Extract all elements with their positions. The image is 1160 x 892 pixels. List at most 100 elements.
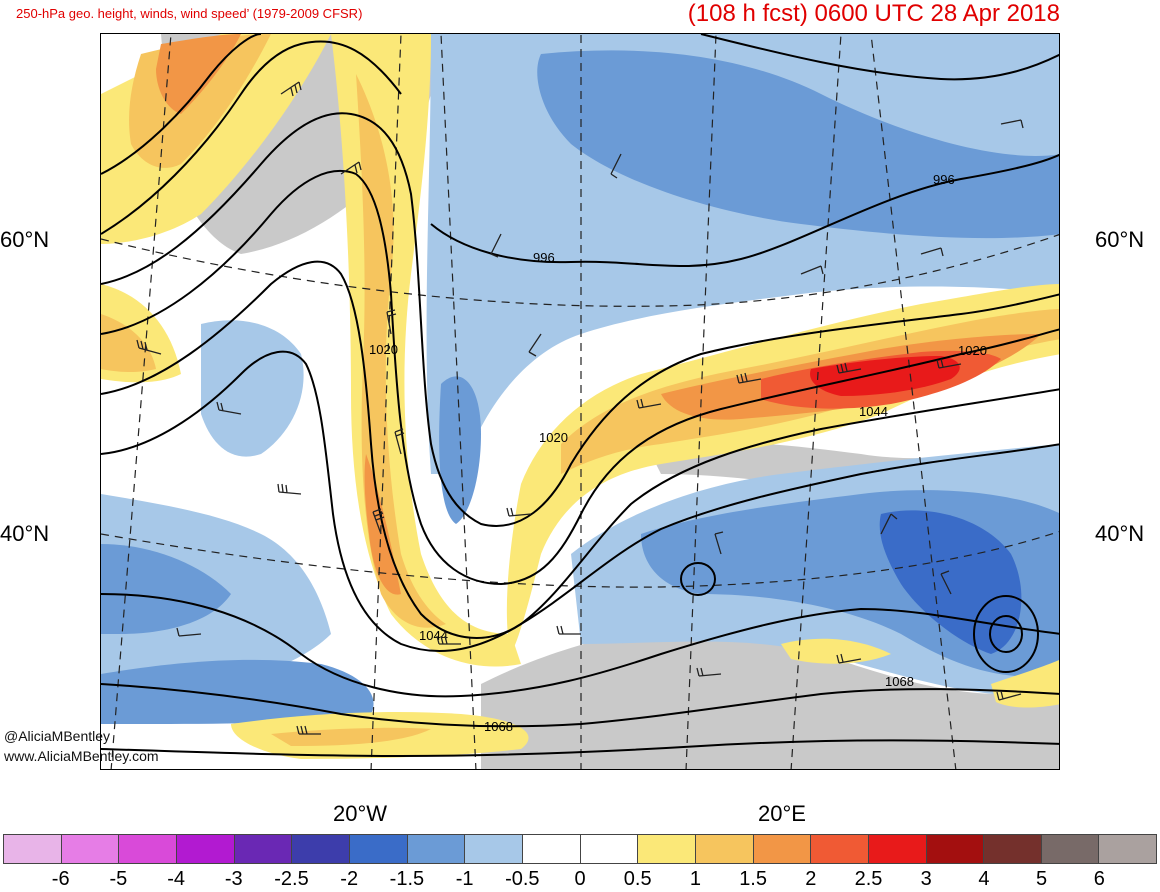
wind-barb (696, 667, 722, 677)
wind-barb (736, 372, 762, 384)
colorbar-box (638, 835, 696, 863)
colorbar-box (1041, 835, 1100, 863)
wind-barb (528, 333, 542, 357)
colorbar-box (926, 835, 985, 863)
colorbar (3, 834, 1157, 864)
wind-barb (556, 625, 581, 635)
graticule-lon-10w (440, 34, 477, 769)
anomaly-south-jet-mid (271, 727, 431, 746)
lat-label-40n-left: 40°N (0, 521, 50, 546)
graticule-lon-10e (685, 34, 717, 769)
anomaly-blue-atlantic-mid (201, 320, 304, 457)
graticule-lon-30e (870, 34, 957, 769)
contour-mid-1 (101, 169, 1059, 586)
colorbar-box (407, 835, 466, 863)
wind-barb (920, 247, 944, 257)
lon-label-20e: 20°E (758, 801, 806, 826)
contour-1068 (101, 593, 1059, 698)
contour-far-south (101, 739, 1059, 758)
wind-barb (800, 265, 824, 275)
colorbar-box (695, 835, 754, 863)
colorbar-box (234, 835, 293, 863)
wind-barb (277, 483, 302, 495)
colorbar-label: 2.5 (854, 868, 883, 890)
anomaly-blue-trough (439, 376, 481, 524)
graticule-lon-20e (790, 34, 842, 769)
contour-greenland-1 (101, 34, 262, 175)
contour-996-north (430, 153, 1059, 268)
lat-label-40n-right: 40°N (1095, 521, 1145, 546)
anomaly-east-jet (991, 659, 1059, 708)
credit-website: www.AliciaMBentley.com (4, 748, 159, 764)
contour-label: 1020 (369, 342, 398, 357)
contour-ridge-1020 (101, 112, 1059, 527)
colorbar-label: 1.5 (739, 868, 767, 890)
contour-labels: 996 996 1020 1020 1020 1044 1044 1068 10… (369, 172, 987, 734)
contour-greenland-2 (101, 40, 402, 235)
contour-northern-arc (700, 34, 1059, 81)
colorbar-label: 0.5 (623, 868, 652, 890)
anomaly-blue-east-core (879, 510, 1022, 654)
contour-label: 1068 (484, 719, 513, 734)
colorbar-label: -3 (224, 868, 243, 890)
colorbar-box (753, 835, 812, 863)
wind-barb (296, 725, 321, 735)
wind-barb (936, 358, 962, 369)
colorbar-box (811, 835, 869, 863)
anomaly-africa-jet (781, 638, 891, 664)
height-contours (101, 34, 1059, 758)
contour-1044 (101, 260, 1059, 639)
contour-label: 1068 (885, 674, 914, 689)
contour-label: 1044 (419, 628, 448, 643)
colorbar-label: -2.5 (274, 868, 309, 890)
contour-label: 1020 (539, 430, 568, 445)
wind-barb (386, 309, 397, 335)
colorbar-label: -6 (51, 868, 70, 890)
wind-barbs (136, 81, 1024, 735)
colorbar-box (61, 835, 120, 863)
wind-barb (176, 627, 202, 637)
colorbar-box (349, 835, 408, 863)
lon-label-20w: 20°W (333, 801, 388, 826)
colorbar-label: 2 (805, 868, 817, 890)
contour-south (101, 683, 1059, 728)
chart-title: (108 h fcst) 0600 UTC 28 Apr 2018 (687, 0, 1060, 27)
wind-barb (280, 81, 302, 97)
colorbar-label: 1 (689, 868, 701, 890)
colorbar-box (868, 835, 927, 863)
colorbar-box (1099, 835, 1157, 863)
contour-label: 996 (933, 172, 955, 187)
map-svg: 996 996 1020 1020 1020 1044 1044 1068 10… (101, 34, 1059, 769)
colorbar-label: -4 (167, 868, 185, 890)
colorbar-box (465, 835, 523, 863)
contour-lower-1 (101, 350, 1059, 653)
colorbar-box (292, 835, 350, 863)
lat-label-60n-right: 60°N (1095, 227, 1145, 252)
wind-barb (216, 401, 242, 415)
wind-barb (996, 690, 1022, 701)
anomaly-europe-jet-core (810, 356, 960, 396)
colorbar-box (4, 835, 62, 863)
colorbar-label: -2 (340, 868, 359, 890)
wind-barb (940, 570, 952, 595)
wind-barb (506, 507, 532, 517)
graticule-lon-20w (370, 34, 402, 769)
anomaly-west-jet-mid (101, 314, 156, 373)
colorbar-label: 3 (920, 868, 932, 890)
colorbar-box (119, 835, 177, 863)
contour-label: 996 (533, 250, 555, 265)
graticule-lat-40n (101, 531, 1059, 588)
wind-barb (136, 339, 162, 355)
contour-low-east-inner (989, 615, 1023, 653)
colorbar-box (522, 835, 581, 863)
wind-barb (610, 153, 622, 179)
colorbar-box (176, 835, 235, 863)
wind-barb (636, 398, 662, 409)
colorbar-label: -1 (455, 868, 474, 890)
wind-barb (372, 508, 385, 535)
wind-barb (340, 161, 362, 175)
colorbar-labels: -6 -5 -4 -3 -2.5 -2 -1.5 -1 -0.5 0 0.5 1 1.5 2 2.5 3 4 5 6 (0, 868, 1160, 892)
map-panel: 996 996 1020 1020 1020 1044 1044 1068 10… (100, 33, 1060, 770)
contour-low-east-outer (973, 595, 1039, 673)
colorbar-label: 4 (978, 868, 990, 890)
